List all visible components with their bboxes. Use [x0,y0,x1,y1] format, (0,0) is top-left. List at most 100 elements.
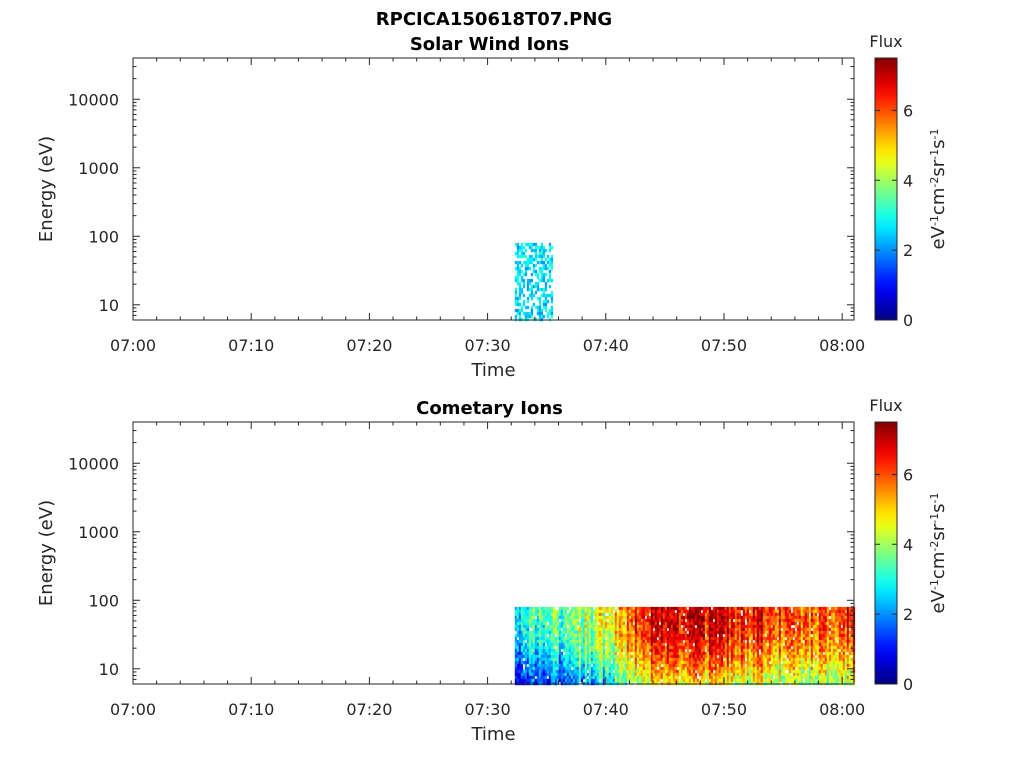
heatmap-cell [824,630,828,635]
heatmap-cell [828,657,832,662]
heatmap-cell [644,645,648,650]
heatmap-cell [618,639,622,644]
heatmap-cell [768,639,772,644]
heatmap-cell [774,654,778,659]
heatmap-cell [558,651,562,656]
heatmap-cell [542,245,546,250]
heatmap-cell [616,660,620,665]
heatmap-cell [564,654,568,659]
heatmap-cell [528,606,532,611]
heatmap-cell [742,672,746,677]
heatmap-cell [578,612,582,617]
heatmap-cell [676,612,680,617]
heatmap-cell [604,618,608,623]
heatmap-cell [554,609,558,614]
heatmap-cell [792,654,796,659]
heatmap-cell [628,627,632,632]
heatmap-cell [704,624,708,629]
heatmap-cell [594,678,598,683]
heatmap-cell [520,275,524,280]
heatmap-cell [550,639,554,644]
heatmap-cell [566,648,570,653]
heatmap-cell [730,675,734,680]
heatmap-cell [722,639,726,644]
heatmap-cell [580,654,584,659]
heatmap-cell [668,642,672,647]
heatmap-cell [752,672,756,677]
heatmap-cell [598,672,602,677]
heatmap-cell [524,266,528,271]
heatmap-cell [538,269,542,274]
heatmap-cell [808,660,812,665]
heatmap-cell [610,627,614,632]
heatmap-cell [770,615,774,620]
heatmap-cell [810,678,814,683]
heatmap-cell [606,672,610,677]
heatmap-cell [562,606,566,611]
heatmap-cell [566,630,570,635]
heatmap-cell [634,639,638,644]
heatmap-cell [782,606,786,611]
heatmap-cell [810,660,814,665]
heatmap-cell [680,669,684,674]
heatmap-cell [692,651,696,656]
heatmap-cell [652,636,656,641]
colorbar [875,58,897,320]
heatmap-cell [518,645,522,650]
heatmap-cell [650,645,654,650]
heatmap-cell [692,657,696,662]
heatmap-cell [712,678,716,683]
heatmap-cell [840,672,844,677]
heatmap-cell [646,672,650,677]
heatmap-cell [848,654,852,659]
heatmap-cell [626,654,630,659]
heatmap-cell [742,618,746,623]
heatmap-cell [530,272,534,277]
heatmap-cell [804,636,808,641]
heatmap-cell [600,654,604,659]
heatmap-cell [562,621,566,626]
heatmap-cell [792,627,796,632]
heatmap-cell [676,618,680,623]
heatmap-cell [660,645,664,650]
heatmap-cell [516,633,520,638]
heatmap-cell [544,654,548,659]
heatmap-cell [538,621,542,626]
heatmap-cell [842,663,846,668]
heatmap-cell [616,633,620,638]
heatmap-cell [720,633,724,638]
heatmap-cell [808,606,812,611]
heatmap-cell [792,633,796,638]
heatmap-cell [550,278,554,283]
heatmap-cell [796,612,800,617]
heatmap-cell [524,645,528,650]
heatmap-cell [768,642,772,647]
heatmap-cell [722,660,726,665]
heatmap-cell [822,621,826,626]
heatmap-cell [522,660,526,665]
heatmap-cell [804,663,808,668]
heatmap-cell [594,633,598,638]
heatmap-cell [810,606,814,611]
heatmap-cell [556,615,560,620]
heatmap-cell [712,636,716,641]
heatmap-cell [532,269,536,274]
heatmap-cell [686,660,690,665]
heatmap-cell [718,633,722,638]
heatmap-cell [792,663,796,668]
heatmap-cell [558,615,562,620]
heatmap-cell [544,666,548,671]
heatmap-cell [802,669,806,674]
heatmap-cell [664,648,668,653]
heatmap-cell [758,621,762,626]
heatmap-cell [808,615,812,620]
heatmap-cell [814,660,818,665]
heatmap-cell [578,606,582,611]
heatmap-cell [598,636,602,641]
heatmap-cell [742,657,746,662]
heatmap-cell [750,624,754,629]
heatmap-cell [534,609,538,614]
heatmap-cell [678,606,682,611]
heatmap-cell [616,657,620,662]
